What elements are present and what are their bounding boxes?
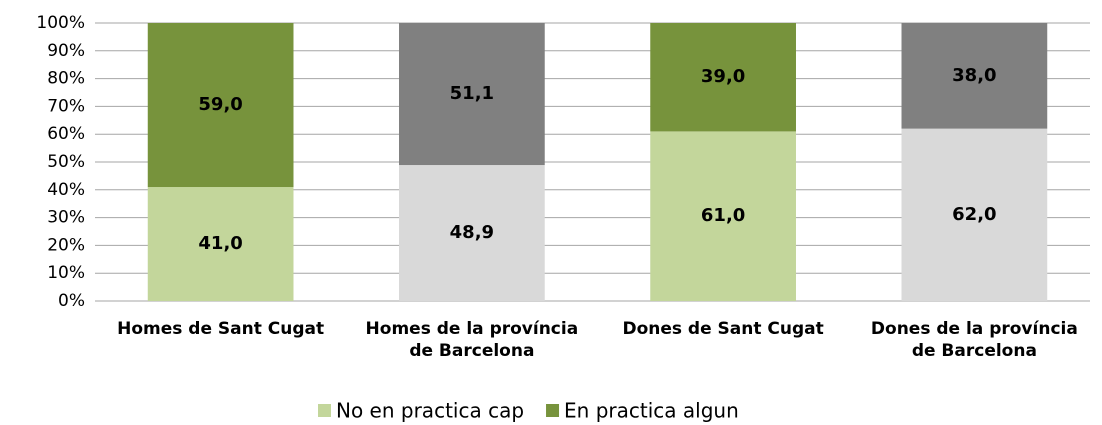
legend-label: En practica algun bbox=[564, 399, 739, 423]
legend-swatch bbox=[318, 404, 331, 417]
x-tick-label: Dones de la província de Barcelona bbox=[870, 319, 1078, 361]
y-tick-label: 10% bbox=[47, 263, 85, 283]
data-label: 62,0 bbox=[952, 204, 996, 225]
y-tick-label: 20% bbox=[47, 235, 85, 255]
bar-segment bbox=[901, 128, 1048, 301]
data-label: 51,1 bbox=[450, 83, 494, 104]
data-label: 39,0 bbox=[701, 66, 745, 87]
data-label: 59,0 bbox=[198, 94, 242, 115]
legend-swatch bbox=[546, 404, 560, 417]
x-tick-label: Dones de Sant Cugat bbox=[622, 319, 824, 339]
legend-label: No en practica cap bbox=[336, 399, 524, 423]
data-label: 61,0 bbox=[701, 205, 745, 226]
y-tick-label: 40% bbox=[47, 180, 85, 200]
bar-segment bbox=[650, 131, 796, 301]
bar-segment bbox=[147, 187, 294, 301]
y-tick-label: 30% bbox=[47, 208, 85, 228]
bar-segment bbox=[650, 23, 796, 132]
y-tick-label: 100% bbox=[36, 13, 85, 33]
x-tick-label: Homes de Sant Cugat bbox=[117, 319, 325, 339]
data-label: 41,0 bbox=[198, 233, 242, 254]
y-tick-label: 0% bbox=[58, 291, 85, 311]
bar-segment bbox=[399, 165, 545, 301]
y-tick-label: 50% bbox=[47, 152, 85, 172]
y-tick-label: 70% bbox=[47, 96, 85, 116]
bar-segment bbox=[901, 23, 1048, 129]
data-label: 48,9 bbox=[450, 222, 494, 243]
y-tick-label: 90% bbox=[47, 41, 85, 61]
bar-segment bbox=[399, 23, 545, 166]
y-tick-label: 60% bbox=[47, 124, 85, 144]
x-tick-label: Homes de la província de Barcelona bbox=[365, 319, 579, 361]
data-label: 38,0 bbox=[952, 65, 996, 86]
y-tick-label: 80% bbox=[47, 69, 85, 89]
bar-segment bbox=[147, 23, 294, 188]
